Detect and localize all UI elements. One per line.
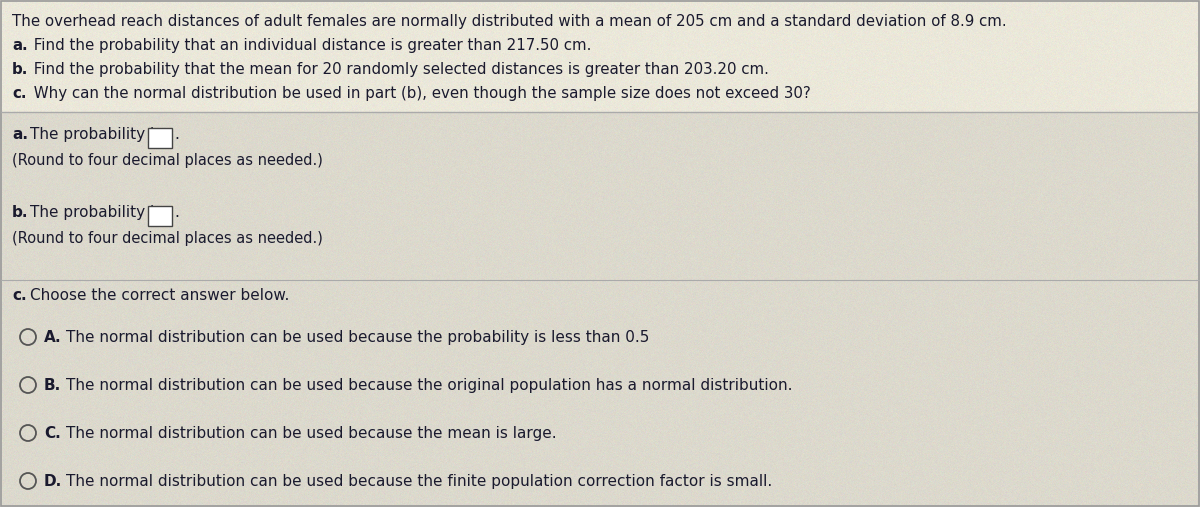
Text: (Round to four decimal places as needed.): (Round to four decimal places as needed.… bbox=[12, 153, 323, 168]
Text: D.: D. bbox=[44, 474, 62, 489]
Text: (Round to four decimal places as needed.): (Round to four decimal places as needed.… bbox=[12, 231, 323, 246]
Text: The normal distribution can be used because the finite population correction fac: The normal distribution can be used beca… bbox=[66, 474, 773, 489]
Bar bbox=[148, 206, 172, 226]
Text: Find the probability that an individual distance is greater than 217.50 cm.: Find the probability that an individual … bbox=[29, 38, 592, 53]
Text: The probability is: The probability is bbox=[30, 127, 162, 142]
Text: Find the probability that the mean for 20 randomly selected distances is greater: Find the probability that the mean for 2… bbox=[29, 62, 769, 77]
Text: The normal distribution can be used because the mean is large.: The normal distribution can be used beca… bbox=[66, 426, 557, 441]
Text: Choose the correct answer below.: Choose the correct answer below. bbox=[30, 288, 289, 303]
Text: The normal distribution can be used because the probability is less than 0.5: The normal distribution can be used beca… bbox=[66, 330, 649, 345]
Text: Why can the normal distribution be used in part (b), even though the sample size: Why can the normal distribution be used … bbox=[29, 86, 811, 101]
Text: C.: C. bbox=[44, 426, 61, 441]
Text: The normal distribution can be used because the original population has a normal: The normal distribution can be used beca… bbox=[66, 378, 792, 393]
Text: The probability is: The probability is bbox=[30, 205, 162, 220]
Text: .: . bbox=[174, 205, 179, 220]
Text: a.: a. bbox=[12, 38, 28, 53]
Text: b.: b. bbox=[12, 62, 29, 77]
Text: c.: c. bbox=[12, 288, 26, 303]
Text: a.: a. bbox=[12, 127, 28, 142]
Text: A.: A. bbox=[44, 330, 61, 345]
Text: B.: B. bbox=[44, 378, 61, 393]
Text: b.: b. bbox=[12, 205, 29, 220]
Text: .: . bbox=[174, 127, 179, 142]
Text: The overhead reach distances of adult females are normally distributed with a me: The overhead reach distances of adult fe… bbox=[12, 14, 1007, 29]
Bar bbox=[148, 128, 172, 148]
Text: c.: c. bbox=[12, 86, 26, 101]
